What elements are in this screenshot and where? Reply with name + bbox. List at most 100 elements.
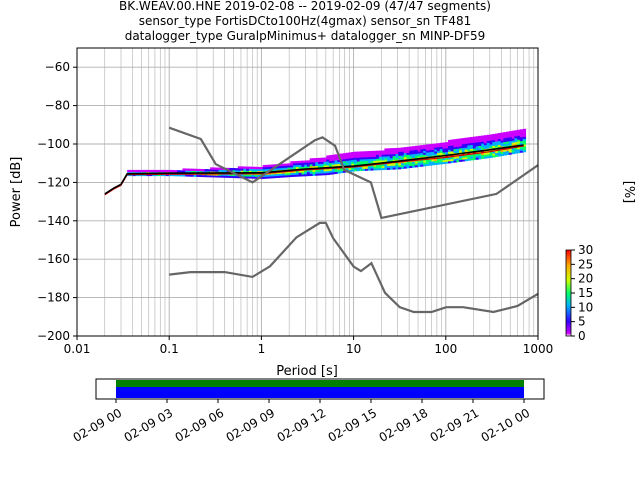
heatmap-cell — [370, 152, 374, 156]
heatmap-cell — [248, 168, 253, 171]
heatmap-cell — [348, 154, 352, 157]
heatmap-cell — [348, 160, 352, 163]
heatmap-cell — [293, 164, 297, 168]
heatmap-cell — [387, 154, 391, 157]
heatmap-cell — [492, 137, 496, 141]
heatmap-cell — [376, 154, 380, 157]
heatmap-cell — [420, 150, 424, 154]
heatmap-cell — [489, 138, 493, 141]
heatmap-cell — [237, 168, 242, 171]
heatmap-cell — [500, 134, 504, 137]
heatmap-cell — [403, 152, 408, 156]
heatmap-cell — [506, 131, 510, 134]
heatmap-cell — [406, 148, 410, 152]
heatmap-cell — [329, 164, 333, 167]
heatmap-cell — [503, 151, 507, 154]
heatmap-cell — [423, 163, 427, 167]
heatmap-cell — [403, 156, 408, 160]
heatmap-cell — [483, 135, 488, 138]
timeline-psd-bar — [116, 380, 524, 387]
heatmap-cell — [417, 160, 421, 164]
x-tick-label: 10 — [346, 342, 361, 356]
heatmap-cell — [472, 138, 477, 141]
heatmap-cell — [367, 160, 372, 163]
heatmap-cell — [265, 176, 269, 179]
heatmap-cell — [340, 153, 344, 156]
heatmap-cell — [298, 172, 303, 175]
heatmap-cell — [503, 139, 507, 143]
heatmap-cell — [301, 172, 305, 175]
heatmap-cell — [472, 144, 477, 147]
heatmap-cell — [132, 169, 137, 173]
heatmap-cell — [331, 162, 336, 165]
heatmap-cell — [312, 158, 316, 161]
heatmap-cell — [456, 140, 460, 144]
heatmap-cell — [522, 149, 527, 153]
heatmap-cell — [210, 167, 214, 170]
heatmap-cell — [376, 164, 380, 167]
heatmap-cell — [428, 163, 433, 166]
mode-curve — [104, 145, 524, 196]
heatmap-cell — [489, 144, 493, 147]
heatmap-cell — [359, 155, 363, 158]
heatmap-cell — [309, 169, 314, 173]
heatmap-cell — [500, 146, 504, 149]
heatmap-cell — [442, 142, 446, 145]
timeline-tick-label: 02-09 18 — [377, 406, 431, 445]
heatmap-cell — [475, 157, 480, 160]
heatmap-cell — [387, 148, 391, 151]
heatmap-cell — [140, 169, 145, 173]
heatmap-cell — [254, 174, 258, 177]
heatmap-cell — [331, 164, 336, 167]
heatmap-cell — [395, 153, 399, 157]
heatmap-cell — [157, 169, 161, 173]
heatmap-cell — [406, 154, 410, 157]
heatmap-cell — [318, 171, 322, 174]
heatmap-cell — [334, 158, 338, 161]
heatmap-cell — [481, 137, 485, 140]
heatmap-cell — [392, 148, 397, 151]
heatmap-cell — [508, 138, 513, 142]
heatmap-cell — [522, 132, 527, 135]
heatmap-cell — [337, 159, 341, 163]
heatmap-cell — [392, 159, 397, 162]
heatmap-cell — [434, 147, 438, 150]
heatmap-cell — [315, 173, 319, 176]
heatmap-cell — [478, 137, 482, 141]
heatmap-cell — [522, 130, 527, 134]
heatmap-cell — [420, 154, 424, 158]
heatmap-cell — [384, 150, 388, 153]
heatmap-cell — [232, 173, 236, 177]
heatmap-cell — [519, 135, 524, 138]
heatmap-cell — [376, 150, 380, 154]
heatmap-cell — [279, 163, 283, 167]
heatmap-cell — [431, 162, 435, 166]
heatmap-cell — [511, 132, 516, 135]
heatmap-cell — [257, 168, 261, 172]
heatmap-cell — [472, 155, 477, 159]
heatmap-cell — [298, 170, 303, 173]
heatmap-cell — [295, 162, 300, 166]
heatmap-cell — [461, 159, 466, 162]
heatmap-cell — [376, 167, 380, 171]
heatmap-cell — [353, 155, 358, 158]
heatmap-cell — [312, 163, 316, 167]
heatmap-cell — [376, 166, 380, 169]
heatmap-cell — [254, 170, 258, 173]
noise-model-nhnm — [168, 126, 538, 220]
heatmap-cell — [500, 138, 504, 141]
heatmap-cell — [168, 173, 173, 177]
heatmap-cell — [389, 153, 394, 157]
heatmap-cell — [392, 155, 397, 159]
heatmap-cell — [400, 157, 405, 160]
heatmap-cell — [442, 146, 446, 149]
heatmap-cell — [298, 162, 303, 166]
heatmap-cell — [445, 159, 449, 162]
heatmap-cell — [342, 170, 347, 173]
heatmap-cell — [456, 148, 460, 151]
heatmap-cell — [434, 143, 438, 146]
heatmap-cell — [315, 161, 319, 165]
heatmap-cell — [423, 154, 427, 157]
heatmap-cell — [276, 167, 280, 171]
